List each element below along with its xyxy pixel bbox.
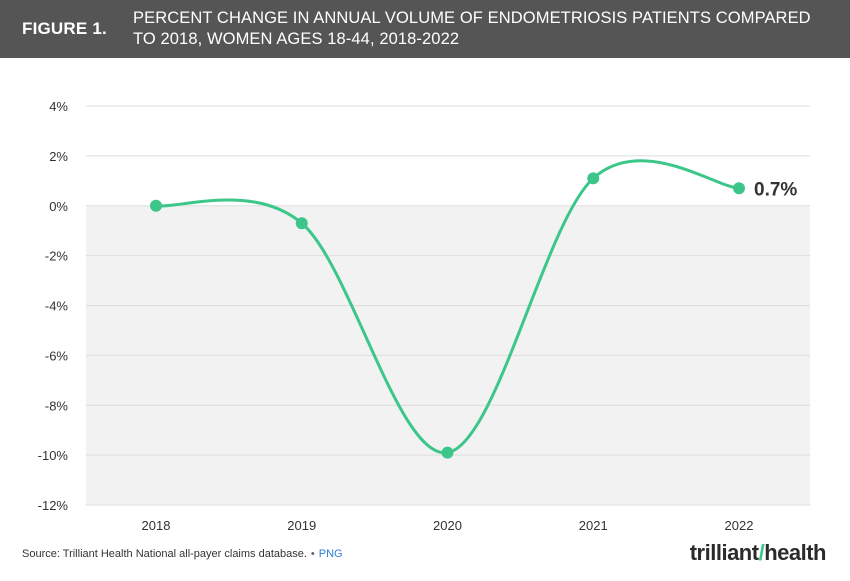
y-tick-label: -8% [45,398,69,413]
end-value-label: 0.7% [754,179,797,200]
logo-word-2: health [764,540,826,565]
y-tick-label: -10% [38,448,69,463]
data-point-2018 [150,199,162,212]
figure-header: FIGURE 1. PERCENT CHANGE IN ANNUAL VOLUM… [0,0,850,58]
y-tick-label: 4% [49,99,68,114]
data-point-2020 [441,446,454,459]
y-tick-label: -12% [38,498,69,513]
source-text: Source: Trilliant Health National all-pa… [22,548,307,560]
line-chart: 4% 2% 0% -2% -4% -6% -8% -10% -12% 2018 2019 2020 20… [38,99,810,533]
logo-slash: / [758,540,765,565]
figure-label: FIGURE 1. [22,19,107,38]
y-tick-label: -4% [45,299,69,314]
png-link[interactable]: PNG [318,548,343,560]
y-tick-label: 2% [49,149,68,164]
source-note: Source: Trilliant Health National all-pa… [22,548,343,560]
logo-word-1: trilliant [689,540,759,565]
data-point-2021 [587,172,600,185]
y-tick-label: -6% [45,348,69,363]
y-tick-label: -2% [45,249,69,264]
y-tick-label: 0% [49,199,68,214]
separator: • [310,548,315,560]
x-tick-label: 2022 [725,518,754,533]
x-tick-label: 2021 [579,518,608,533]
x-tick-label: 2020 [433,518,462,533]
chart-title: PERCENT CHANGE IN ANNUAL VOLUME OF ENDOM… [133,9,811,48]
trilliant-health-logo: trilliant/health [689,540,827,566]
data-point-2022 [733,182,745,195]
x-tick-label: 2019 [287,518,316,533]
data-point-2019 [295,217,308,230]
x-tick-label: 2018 [142,518,171,533]
